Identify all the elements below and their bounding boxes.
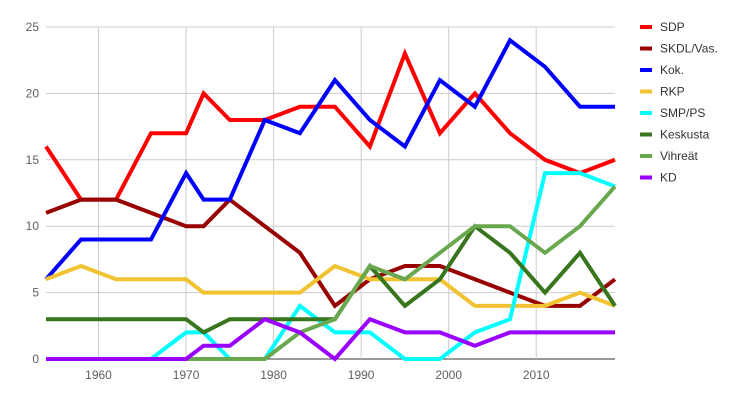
legend-item: Kok. [640,63,684,77]
legend-label: RKP [660,85,685,99]
x-tick-label: 2010 [523,368,550,382]
y-tick-label: 20 [26,86,40,100]
legend-item: SKDL/Vas. [640,42,718,56]
legend-item: SDP [640,20,685,34]
legend-item: Keskusta [640,128,710,142]
legend-item: KD [640,171,677,185]
series-line-rkp [45,263,616,308]
y-tick-label: 0 [32,352,39,366]
x-tick-label: 1960 [85,368,112,382]
legend-label: SDP [660,20,685,34]
y-tick-label: 25 [26,20,40,34]
x-tick-label: 2000 [435,368,462,382]
y-tick-label: 10 [26,219,40,233]
y-tick-label: 15 [26,153,40,167]
axes: 0 5 10 15 20 25 1960 1970 1980 1990 2000 2010 [26,20,550,382]
series-line-keskusta [46,223,617,335]
x-tick-label: 1990 [348,368,375,382]
y-tick-label: 5 [32,286,39,300]
series-lines [44,37,617,362]
series-line-sdp [44,48,616,202]
series-line-kd [46,316,615,362]
legend-label: Keskusta [660,128,710,142]
legend-label: SKDL/Vas. [660,42,718,56]
legend-label: Kok. [660,63,684,77]
legend-item: RKP [640,85,685,99]
legend: SDP SKDL/Vas. Kok. RKP SMP/PS Keskusta Vihreät… [640,20,718,185]
x-tick-label: 1970 [173,368,200,382]
legend-item: SMP/PS [640,106,705,120]
grid [46,26,615,360]
legend-label: Vihreät [660,149,698,163]
x-tick-label: 1980 [260,368,287,382]
legend-label: KD [660,171,677,185]
legend-label: SMP/PS [660,106,705,120]
series-line-kok [44,37,615,281]
legend-item: Vihreät [640,149,698,163]
series-line-skdl-vas [45,196,617,309]
